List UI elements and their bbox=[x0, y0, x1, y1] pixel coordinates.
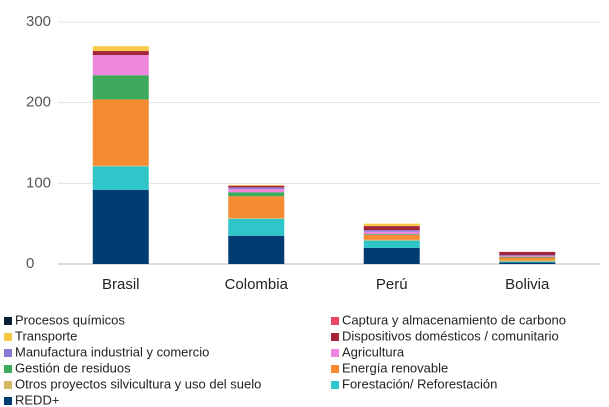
bar-segment bbox=[499, 257, 556, 260]
legend-label: Dispositivos domésticos / comunitario bbox=[342, 328, 559, 343]
legend-label: Captura y almacenamiento de carbono bbox=[342, 312, 566, 327]
bar-segment bbox=[363, 239, 420, 241]
bar-segment bbox=[92, 166, 149, 190]
bar-segment bbox=[92, 189, 149, 264]
legend-swatch bbox=[4, 349, 12, 357]
bar-segment bbox=[92, 99, 149, 166]
bar-segment bbox=[228, 185, 285, 188]
legend-swatch bbox=[331, 365, 339, 373]
legend-swatch bbox=[4, 333, 12, 341]
legend-swatch bbox=[4, 397, 12, 405]
x-tick-label: Bolivia bbox=[505, 276, 550, 293]
bar-segment bbox=[363, 226, 420, 231]
bar-segment bbox=[363, 240, 420, 248]
bar-segment bbox=[92, 46, 149, 52]
legend-swatch bbox=[331, 333, 339, 341]
y-tick-label: 300 bbox=[26, 13, 51, 30]
bar-segment bbox=[363, 247, 420, 264]
bar-segment bbox=[499, 256, 556, 258]
x-tick-label: Brasil bbox=[102, 276, 140, 293]
legend-swatch bbox=[4, 365, 12, 373]
legend-label: REDD+ bbox=[15, 392, 59, 407]
bar-segment bbox=[363, 230, 420, 232]
bar-segment bbox=[363, 231, 420, 235]
bar-segment bbox=[499, 262, 556, 264]
bar-segment bbox=[499, 255, 556, 257]
bar-segment bbox=[228, 235, 285, 264]
legend-label: Gestión de residuos bbox=[15, 360, 131, 375]
x-tick-label: Colombia bbox=[225, 276, 289, 293]
legend-swatch bbox=[331, 349, 339, 357]
bar-segment bbox=[363, 234, 420, 235]
legend-label: Energía renovable bbox=[342, 360, 448, 375]
bar-segment bbox=[92, 55, 149, 76]
bar-segment bbox=[228, 184, 285, 186]
bar-segment bbox=[92, 75, 149, 100]
legend-swatch bbox=[331, 317, 339, 325]
y-tick-label: 100 bbox=[26, 174, 51, 191]
x-tick-label: Perú bbox=[376, 276, 408, 293]
y-tick-label: 200 bbox=[26, 94, 51, 111]
legend-label: Otros proyectos silvicultura y uso del s… bbox=[15, 376, 261, 391]
bar-segment bbox=[228, 188, 285, 193]
bar-segment bbox=[228, 218, 285, 236]
bar-segment bbox=[92, 165, 149, 167]
legend-label: Manufactura industrial y comercio bbox=[15, 344, 209, 359]
legend-swatch bbox=[331, 381, 339, 389]
bar-segment bbox=[363, 234, 420, 240]
y-tick-label: 0 bbox=[26, 255, 34, 272]
bar-segment bbox=[499, 255, 556, 256]
bar-segment bbox=[228, 218, 285, 219]
legend-label: Agricultura bbox=[342, 344, 405, 359]
bar-segment bbox=[228, 192, 285, 197]
legend-swatch bbox=[4, 317, 12, 325]
legend-label: Procesos químicos bbox=[15, 312, 125, 327]
legend-label: Forestación/ Reforestación bbox=[342, 376, 497, 391]
bar-segment bbox=[499, 261, 556, 263]
legend-label: Transporte bbox=[15, 328, 77, 343]
bar-segment bbox=[363, 223, 420, 227]
bar-segment bbox=[228, 187, 285, 189]
bar-segment bbox=[499, 251, 556, 256]
bar-segment bbox=[499, 259, 556, 262]
bar-segment bbox=[228, 196, 285, 219]
bar-segment bbox=[92, 51, 149, 56]
legend-swatch bbox=[4, 381, 12, 389]
